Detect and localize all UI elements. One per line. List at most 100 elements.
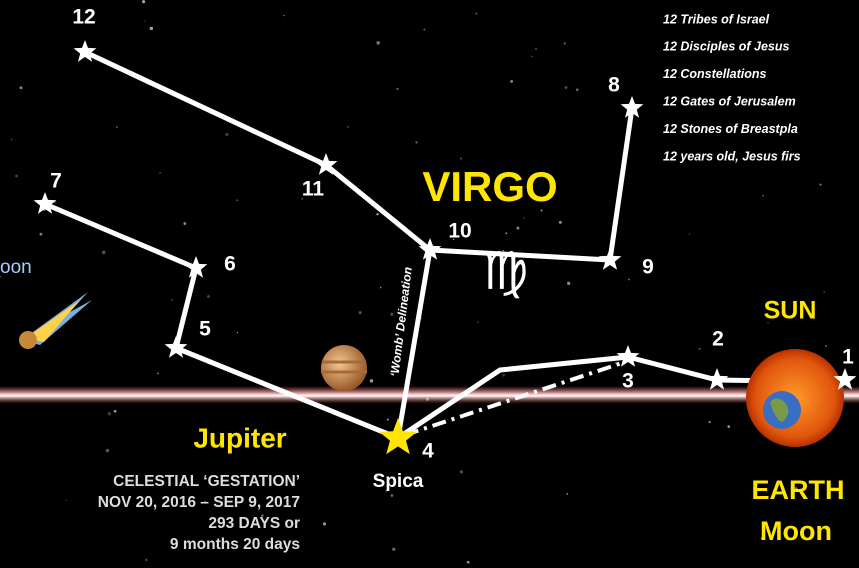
bg-star (66, 500, 67, 501)
bg-star (460, 157, 462, 159)
bg-star (566, 493, 568, 495)
bg-star (171, 299, 173, 301)
bg-star (535, 48, 537, 50)
star-number: 2 (712, 328, 724, 351)
bg-star (516, 227, 519, 230)
list: 12 Tribes of Israel 12 Disciples of Jesus… (663, 12, 801, 163)
bg-star (415, 141, 417, 143)
star-number: 7 (50, 170, 62, 193)
bg-star (40, 233, 43, 236)
star-number: 5 (199, 318, 211, 341)
sun (746, 349, 844, 447)
gestation-line: CELESTIAL ‘GESTATION’ (113, 473, 300, 490)
bg-star (477, 321, 478, 322)
bg-star (391, 494, 394, 497)
comet (19, 292, 92, 349)
bg-star (559, 221, 562, 224)
scene: oon VIRGO ♍ ‘Womb’ Delineation SUN Jupit… (0, 0, 859, 568)
star (165, 336, 188, 358)
bg-star (505, 232, 507, 234)
bg-star (144, 21, 145, 22)
bg-star (114, 410, 117, 413)
bg-star (387, 419, 389, 421)
earth-label: EARTH (752, 475, 845, 505)
bg-star (376, 41, 380, 45)
bg-star (323, 522, 326, 525)
bg-star (689, 233, 690, 234)
bg-star (157, 373, 159, 375)
bg-star (628, 279, 630, 281)
list-item: 12 Disciples of Jesus (663, 40, 790, 54)
bg-star (762, 195, 764, 197)
star-number: 9 (642, 256, 654, 279)
star-number: 10 (448, 220, 471, 243)
list-item: 12 Constellations (663, 67, 767, 81)
bg-star (564, 42, 566, 44)
bg-star (698, 348, 700, 350)
star-number: 4 (422, 440, 434, 463)
constellation-lines (45, 52, 845, 438)
bg-star (565, 86, 568, 89)
bg-star (183, 222, 186, 225)
star-number: 3 (622, 370, 634, 393)
star (599, 248, 622, 270)
bg-star (159, 172, 160, 173)
star-number: 6 (224, 253, 236, 276)
list-item: 12 Stones of Breastpla (663, 122, 798, 136)
bg-star (142, 0, 145, 3)
bg-star (708, 421, 710, 423)
bg-star (392, 548, 395, 551)
bg-star (423, 29, 425, 31)
bg-star (236, 199, 238, 201)
bg-star (116, 126, 118, 128)
bg-star (460, 470, 463, 473)
bg-star (102, 251, 105, 254)
list-item: 12 years old, Jesus firs (663, 149, 801, 163)
jupiter (321, 345, 367, 391)
bg-star (207, 295, 210, 298)
star-number: 8 (608, 74, 620, 97)
cut-label: oon (0, 257, 32, 278)
bg-star (396, 88, 398, 90)
horizon (0, 386, 859, 404)
list-item: 12 Gates of Jerusalem (663, 94, 796, 108)
bg-star (727, 425, 730, 428)
bg-star (567, 282, 570, 285)
gestation-line: NOV 20, 2016 – SEP 9, 2017 (98, 494, 300, 511)
bg-star (467, 561, 470, 564)
list-item: 12 Tribes of Israel (663, 12, 770, 26)
title: VIRGO (422, 163, 557, 210)
gestation-line: 293 DAYS or (208, 515, 300, 532)
bg-star (819, 183, 821, 185)
bg-star (106, 449, 109, 452)
bg-star (376, 213, 378, 215)
bg-star (359, 311, 362, 314)
bg-star (825, 345, 827, 347)
bg-star (510, 80, 513, 83)
bg-star (347, 126, 349, 128)
bg-star (225, 133, 228, 136)
star-number: 1 (842, 346, 854, 369)
gestation-line: 9 months 20 days (170, 536, 300, 553)
star (617, 345, 640, 367)
bg-star (503, 374, 505, 376)
bg-star (237, 332, 239, 334)
star-number: 11 (302, 178, 325, 201)
virgo-symbol: ♍ (482, 242, 529, 302)
bg-star (150, 27, 153, 30)
bg-star (576, 88, 579, 91)
star (379, 418, 417, 454)
bg-star (11, 139, 12, 140)
bg-star (380, 287, 381, 288)
bg-star (390, 313, 393, 316)
spica-label: Spica (373, 471, 424, 492)
bg-star (15, 175, 18, 178)
bg-star (20, 86, 23, 89)
bg-star (370, 379, 374, 383)
jupiter-label: Jupiter (193, 422, 286, 453)
gestation: CELESTIAL ‘GESTATION’ NOV 20, 2016 – SEP … (98, 473, 300, 553)
moon-label: Moon (760, 516, 832, 546)
star-number: 12 (72, 6, 95, 29)
bg-star (523, 218, 524, 219)
bg-star (283, 15, 284, 16)
